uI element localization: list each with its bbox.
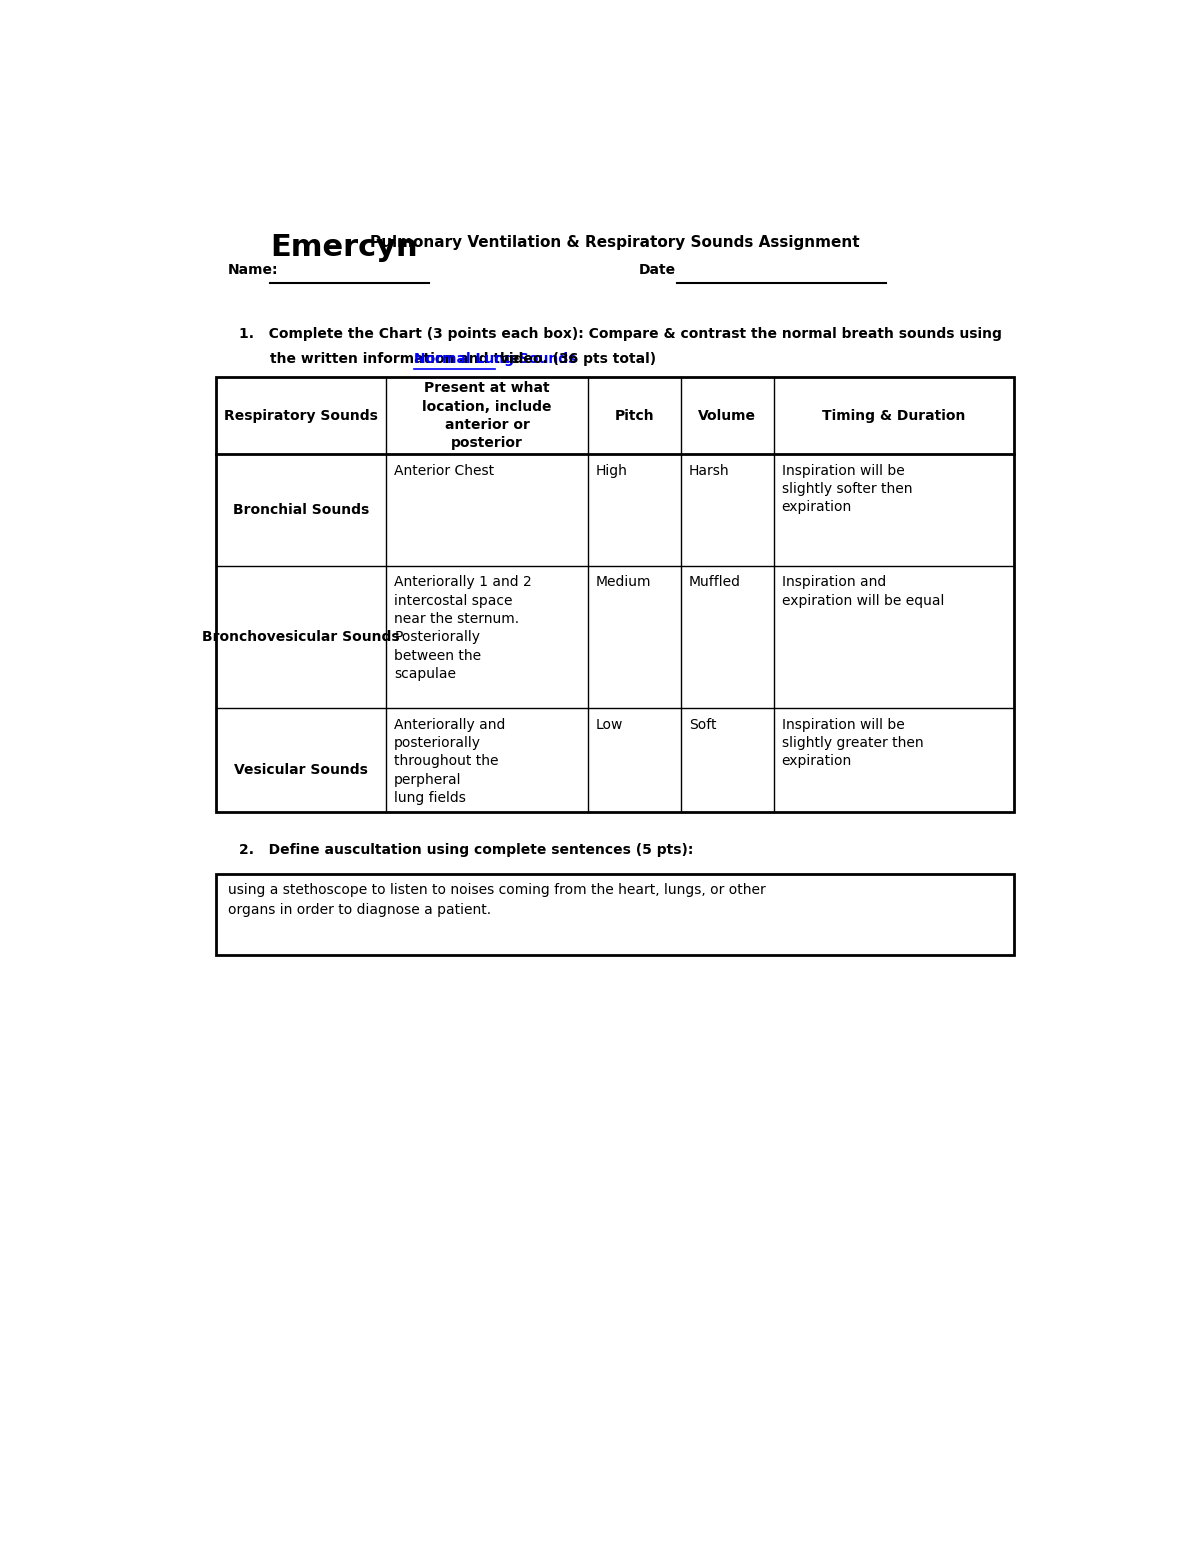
Text: Muffled: Muffled <box>689 575 740 589</box>
Text: Emercyn: Emercyn <box>270 233 418 262</box>
Text: Name:: Name: <box>228 262 278 278</box>
Bar <box>216 377 1014 812</box>
Text: Bronchial Sounds: Bronchial Sounds <box>233 503 370 517</box>
Text: Volume: Volume <box>698 408 756 422</box>
Text: Low: Low <box>595 717 623 731</box>
Text: 2.   Define auscultation using complete sentences (5 pts):: 2. Define auscultation using complete se… <box>239 843 694 857</box>
Text: Medium: Medium <box>595 575 652 589</box>
Text: Inspiration and
expiration will be equal: Inspiration and expiration will be equal <box>781 575 944 607</box>
Text: Timing & Duration: Timing & Duration <box>822 408 966 422</box>
Text: Respiratory Sounds: Respiratory Sounds <box>224 408 378 422</box>
Text: Inspiration will be
slightly greater then
expiration: Inspiration will be slightly greater the… <box>781 717 923 769</box>
Bar <box>216 874 1014 955</box>
Text: Pulmonary Ventilation & Respiratory Sounds Assignment: Pulmonary Ventilation & Respiratory Soun… <box>370 235 860 250</box>
Text: High: High <box>595 463 628 478</box>
Text: 1.   Complete the Chart (3 points each box): Compare & contrast the normal breat: 1. Complete the Chart (3 points each box… <box>239 328 1002 342</box>
Text: Anteriorally and
posteriorally
throughout the
perpheral
lung fields: Anteriorally and posteriorally throughou… <box>394 717 505 806</box>
Text: Pitch: Pitch <box>614 408 654 422</box>
Text: Anterior Chest: Anterior Chest <box>394 463 494 478</box>
Text: Anteriorally 1 and 2
intercostal space
near the sternum.
Posteriorally
between t: Anteriorally 1 and 2 intercostal space n… <box>394 575 532 682</box>
Text: Date: Date <box>638 262 676 278</box>
Text: Vesicular Sounds: Vesicular Sounds <box>234 763 368 776</box>
Text: Inspiration will be
slightly softer then
expiration: Inspiration will be slightly softer then… <box>781 463 912 514</box>
Text: Harsh: Harsh <box>689 463 730 478</box>
Text: Bronchovesicular Sounds: Bronchovesicular Sounds <box>203 631 400 644</box>
Text: the written information and the: the written information and the <box>270 353 524 367</box>
Text: Soft: Soft <box>689 717 716 731</box>
Text: Present at what
location, include
anterior or
posterior: Present at what location, include anteri… <box>422 380 552 450</box>
Text: using a stethoscope to listen to noises coming from the heart, lungs, or other
o: using a stethoscope to listen to noises … <box>228 884 766 916</box>
Text: Normal Lung Sounds: Normal Lung Sounds <box>414 353 576 367</box>
Text: video. (36 pts total): video. (36 pts total) <box>494 353 656 367</box>
